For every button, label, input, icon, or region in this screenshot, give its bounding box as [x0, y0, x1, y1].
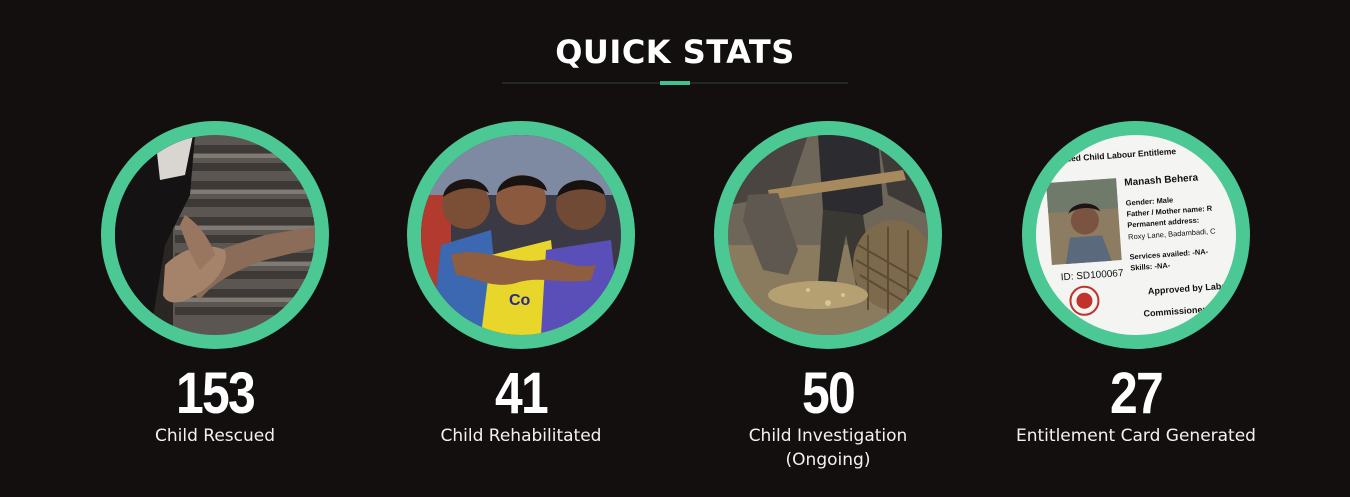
stat-image-ring: Co: [407, 121, 635, 349]
holding-hands-photo: [115, 135, 315, 335]
stat-label: Child Rehabilitated: [440, 426, 602, 446]
stat-card-child-rehabilitated: Co 41 Child Rehabilitated: [371, 121, 671, 448]
stat-value: 50: [801, 361, 856, 426]
stat-value: 153: [175, 361, 256, 426]
card-gender: Gender: Male: [1125, 195, 1173, 207]
svg-text:Co: Co: [509, 292, 531, 309]
stat-value: 27: [1109, 361, 1164, 426]
card-commissioner: Commissioner:: [1143, 304, 1209, 319]
card-name: Manash Behera: [1124, 173, 1199, 189]
stat-card-entitlement-card: Rescued Child Labour Entitleme Manash Be…: [986, 121, 1286, 448]
title-divider-accent: [660, 81, 690, 85]
stat-card-child-rescued: 153 Child Rescued: [65, 121, 365, 448]
stat-image-ring: Rescued Child Labour Entitleme Manash Be…: [1022, 121, 1250, 349]
government-seal-icon: [1069, 285, 1100, 316]
stat-image-ring: [101, 121, 329, 349]
entitlement-card-photo: Rescued Child Labour Entitleme Manash Be…: [1036, 135, 1236, 335]
stat-card-child-investigation: 50 Child Investigation (Ongoing): [678, 121, 978, 472]
section-title: QUICK STATS: [555, 33, 795, 71]
stat-image-ring: [714, 121, 942, 349]
stat-label: Child Investigation (Ongoing): [748, 426, 908, 470]
children-group-photo: Co: [421, 135, 621, 335]
child-labour-photo: [728, 135, 928, 335]
government-seal-icon-core: [1076, 292, 1093, 309]
stat-label: Child Rescued: [154, 426, 276, 446]
card-skills: Skills: -NA-: [1130, 261, 1171, 273]
stat-label: Entitlement Card Generated: [1016, 426, 1256, 446]
card-id: ID: SD100067: [1060, 268, 1124, 283]
stat-value: 41: [494, 361, 549, 426]
